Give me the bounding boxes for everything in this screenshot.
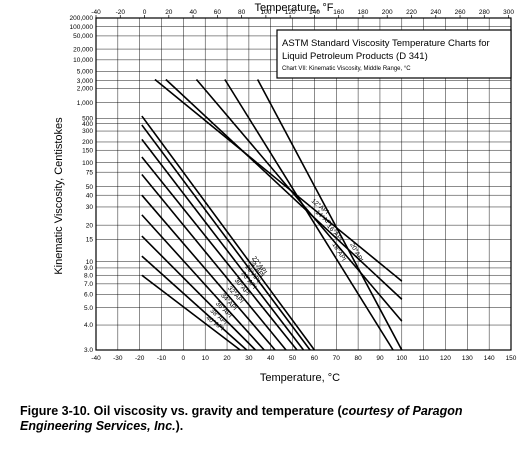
annotation-box: ASTM Standard Viscosity Temperature Char…: [276, 29, 512, 79]
y-tick-label: 3.0: [84, 347, 93, 354]
top-tick-label: -20: [116, 9, 126, 16]
top-tick-label: 120: [285, 9, 296, 16]
y-tick-label: 3,000: [77, 78, 94, 85]
axis-ticks: -40 -30 -20 -10 0 10 20 30 40 50 60 70 80 90 100 110 120…: [70, 9, 517, 362]
y-tick-label: 200,000: [70, 15, 94, 22]
y-tick-label: 50,000: [73, 33, 93, 40]
top-tick-label: 60: [214, 9, 222, 16]
y-tick-label: 8.0: [84, 272, 93, 279]
api-line: [141, 174, 287, 351]
x-tick-label: 70: [333, 355, 341, 362]
api-line: [141, 115, 316, 351]
top-tick-label: 80: [238, 9, 246, 16]
x-tick-label: 30: [245, 355, 253, 362]
x-tick-label: 20: [223, 355, 231, 362]
caption-text: Figure 3-10. Oil viscosity vs. gravity a…: [20, 404, 342, 418]
api-line: [224, 79, 394, 351]
x-tick-label: 150: [506, 355, 517, 362]
x-tick-label: 10: [202, 355, 210, 362]
x-tick-label: 120: [440, 355, 451, 362]
api-line: [256, 79, 403, 351]
top-tick-label: 180: [358, 9, 369, 16]
top-axis-title: Temperature, °F: [255, 2, 334, 14]
top-tick-label: 200: [382, 9, 393, 16]
y-tick-label: 9.0: [84, 265, 93, 272]
x-tick-label: 40: [267, 355, 275, 362]
y-tick-label: 50: [86, 184, 94, 191]
api-line: [141, 156, 298, 351]
annotation-subtitle: Chart VII: Kinematic Viscosity, Middle R…: [282, 66, 411, 72]
x-tick-label: 100: [396, 355, 407, 362]
top-tick-label: 280: [479, 9, 490, 16]
plot-frame: [95, 17, 512, 351]
top-tick-label: 140: [309, 9, 320, 16]
api-gravity-lines: [141, 78, 403, 351]
y-tick-label: 4.0: [84, 322, 93, 329]
x-tick-label: -10: [157, 355, 167, 362]
y-tick-label: 20: [86, 222, 94, 229]
top-tick-label: 240: [430, 9, 441, 16]
y-axis-title: Kinematic Viscosity, Centistokes: [53, 117, 65, 275]
y-tick-label: 200: [82, 139, 93, 146]
api-line: [141, 235, 257, 351]
x-tick-label: 140: [484, 355, 495, 362]
annotation-title-line2: Liquid Petroleum Products (D 341): [282, 51, 428, 62]
x-tick-label: -40: [91, 355, 101, 362]
y-tick-label: 400: [82, 121, 93, 128]
y-tick-label: 40: [86, 192, 94, 199]
top-tick-label: 40: [189, 9, 197, 16]
api-line: [141, 194, 276, 351]
y-tick-label: 5,000: [77, 69, 94, 76]
x-tick-label: 0: [182, 355, 186, 362]
y-tick-label: 1,000: [77, 100, 94, 107]
y-tick-label: 10,000: [73, 57, 93, 64]
caption-credit: courtesy of Paragon Engineering Services…: [20, 404, 463, 433]
api-line: [141, 255, 248, 351]
y-tick-label: 75: [86, 169, 94, 176]
top-tick-label: 20: [165, 9, 173, 16]
y-tick-label: 150: [82, 147, 93, 154]
top-tick-label: 160: [333, 9, 344, 16]
annotation-title-line1: ASTM Standard Viscosity Temperature Char…: [282, 38, 490, 49]
x-tick-label: 80: [354, 355, 362, 362]
x-tick-label: 90: [376, 355, 384, 362]
api-line: [154, 78, 403, 282]
api-line: [141, 124, 311, 351]
x-tick-label: 130: [462, 355, 473, 362]
y-tick-label: 5.0: [84, 305, 93, 312]
figure-caption: Figure 3-10. Oil viscosity vs. gravity a…: [20, 404, 515, 434]
x-axis-title: Temperature, °C: [260, 372, 340, 384]
x-tick-label: -20: [135, 355, 145, 362]
top-tick-label: 100: [260, 9, 271, 16]
y-tick-label: 100: [82, 160, 93, 167]
top-tick-label: 0: [143, 9, 147, 16]
api-line: [165, 78, 403, 300]
x-tick-label: -30: [113, 355, 123, 362]
y-tick-label: 100,000: [70, 24, 94, 31]
api-line: [141, 214, 265, 351]
y-tick-label: 2,000: [77, 86, 94, 93]
top-tick-label: 260: [455, 9, 466, 16]
y-tick-label: 15: [86, 237, 94, 244]
top-tick-label: -40: [91, 9, 101, 16]
x-tick-label: 50: [289, 355, 297, 362]
api-line: [141, 274, 241, 351]
y-tick-label: 300: [82, 128, 93, 135]
caption-end: ).: [175, 419, 184, 433]
top-tick-label: 300: [503, 9, 514, 16]
x-tick-label: 60: [311, 355, 319, 362]
y-tick-label: 10: [86, 259, 94, 266]
y-tick-label: 30: [86, 204, 94, 211]
y-tick-label: 7.0: [84, 281, 93, 288]
y-tick-label: 500: [82, 116, 93, 123]
api-line: [141, 138, 305, 351]
x-tick-label: 110: [418, 355, 429, 362]
y-tick-label: 20,000: [73, 46, 93, 53]
y-tick-label: 6.0: [84, 292, 93, 299]
top-tick-label: 220: [406, 9, 417, 16]
